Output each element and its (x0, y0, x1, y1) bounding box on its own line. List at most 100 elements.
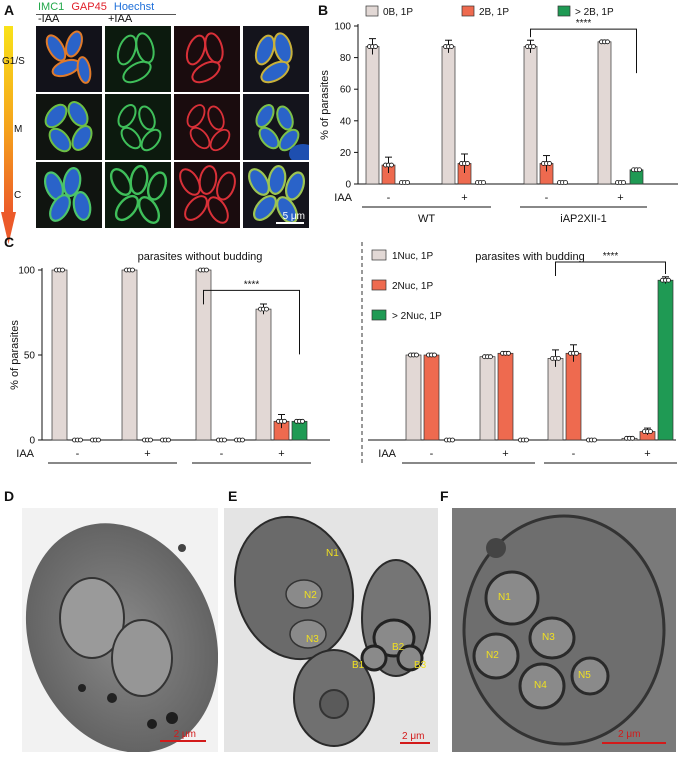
micro-merge-plus-m (243, 94, 309, 160)
em-f-label-n2: N2 (486, 650, 499, 661)
legend-label-b: > 2B, 1P (575, 7, 614, 18)
data-point-c (282, 418, 287, 424)
strain-label-b: WT (418, 213, 435, 225)
iaa-value-b: + (461, 192, 467, 204)
em-e-label-b3: B3 (414, 660, 427, 671)
panel-label-a: A (4, 2, 15, 18)
y-tick-label-b: 0 (345, 180, 351, 191)
legend-label-c: > 2Nuc, 1P (392, 311, 442, 322)
stain-legend-underline (36, 14, 176, 15)
bar-c-1 (51, 269, 68, 441)
micro-gap45-plus-g1s (174, 26, 240, 92)
significance-label-b: **** (576, 18, 592, 29)
y-tick-label-c: 100 (18, 266, 35, 277)
data-point-c (450, 437, 455, 443)
micro-merge-plus-c: 5 μm (243, 162, 309, 228)
em-e-label-n1: N1 (326, 548, 339, 559)
em-e-scale-bar-label: 2 μm (402, 731, 425, 742)
row-label-c: C (14, 190, 22, 201)
legend-swatch-c (371, 279, 387, 291)
condition-plus-label: +IAA (108, 13, 133, 25)
panel-label-f: F (440, 488, 449, 504)
y-axis-label-b: % of parasites (319, 70, 331, 140)
strain-label-c: WT (460, 469, 477, 470)
condition-divider (103, 26, 105, 228)
micro-imc1-plus-g1s (105, 26, 171, 92)
data-point-c (432, 352, 437, 358)
data-point-c (130, 267, 135, 273)
em-d-scale-bar (160, 740, 206, 742)
stain-legend: IMC1 GAP45 Hoechst (38, 1, 154, 13)
micro-merge-minus-c (36, 162, 102, 228)
micro-merge-plus-g1s (243, 26, 309, 92)
iaa-value-c: + (502, 448, 508, 460)
micro-imc1-plus-m (105, 94, 171, 160)
em-f-label-n4: N4 (534, 680, 547, 691)
em-f-label-n1: N1 (498, 592, 511, 603)
significance-bracket-c (555, 261, 666, 276)
data-point-c (414, 352, 419, 358)
em-f-scale-bar-label: 2 μm (618, 729, 641, 740)
data-point-c (556, 356, 561, 361)
micro-gap45-plus-c (174, 162, 240, 228)
significance-bracket-c (203, 289, 300, 355)
em-image-d: 2 μm (22, 508, 218, 752)
data-point-b (405, 180, 410, 185)
bar-b-1 (365, 46, 380, 185)
data-point-c (240, 437, 245, 443)
data-point-b (481, 180, 486, 185)
iaa-label-b: IAA (334, 192, 352, 204)
data-point-c (60, 267, 65, 273)
bar-c-1 (547, 358, 564, 441)
strain-label-b: iAP2XII-1 (560, 213, 606, 225)
data-point-c (264, 306, 269, 312)
legend-label-b: 2B, 1P (479, 7, 509, 18)
bar-c-2 (565, 352, 582, 441)
micro-merge-minus-g1s (36, 26, 102, 92)
strain-label-c: WT (104, 469, 121, 470)
em-image-e: N1 N2 N3 B1 B2 B3 2 μm (224, 508, 438, 752)
legend-swatch-c (371, 249, 387, 261)
data-point-c (592, 437, 597, 443)
stain-imc1-label: IMC1 (38, 1, 65, 13)
legend-label-c: 1Nuc, 1P (392, 251, 433, 262)
iaa-value-c: + (644, 448, 650, 460)
em-e-label-b1: B1 (352, 660, 365, 671)
bar-c-3 (291, 420, 308, 441)
legend-swatch-c (371, 309, 387, 321)
iaa-value-b: - (387, 192, 391, 204)
data-point-c (574, 350, 579, 356)
micro-scale-bar (276, 222, 304, 224)
y-tick-label-c: 0 (29, 436, 35, 447)
em-e-scale-bar (400, 742, 430, 744)
data-point-c (524, 437, 529, 443)
significance-bracket-b (530, 28, 637, 74)
strain-label-c: iAP2XII-1 (587, 469, 633, 470)
iaa-label-c: IAA (378, 448, 396, 460)
bar-c-3 (657, 279, 674, 441)
legend-label-b: 0B, 1P (383, 7, 413, 18)
data-point-c (666, 277, 671, 283)
y-tick-label-b: 40 (340, 116, 352, 127)
section-title-c: parasites without budding (138, 251, 263, 263)
iaa-value-c: + (278, 448, 284, 460)
bar-c-1 (121, 269, 138, 441)
iaa-value-b: - (545, 192, 549, 204)
data-point-c (488, 354, 493, 360)
data-point-b (389, 162, 394, 168)
stain-hoechst-label: Hoechst (113, 1, 155, 13)
chart-b: 0B, 1P 2B, 1P > 2B, 1P 0 20 40 60 80 100 % of par… (319, 5, 678, 225)
strain-label-c: iAP2XII-1 (228, 469, 274, 470)
data-point-b (637, 167, 642, 173)
y-tick-label-c: 50 (24, 351, 36, 362)
bar-b-1 (441, 46, 456, 185)
em-e-label-b2: B2 (392, 642, 405, 653)
data-point-c (506, 350, 511, 356)
micro-merge-minus-m (36, 94, 102, 160)
y-tick-label-b: 100 (334, 22, 351, 33)
data-point-c (648, 429, 653, 434)
y-tick-label-b: 80 (340, 53, 352, 64)
data-point-c (78, 437, 83, 443)
bar-c-1 (479, 356, 496, 441)
bar-c-2 (423, 354, 440, 441)
